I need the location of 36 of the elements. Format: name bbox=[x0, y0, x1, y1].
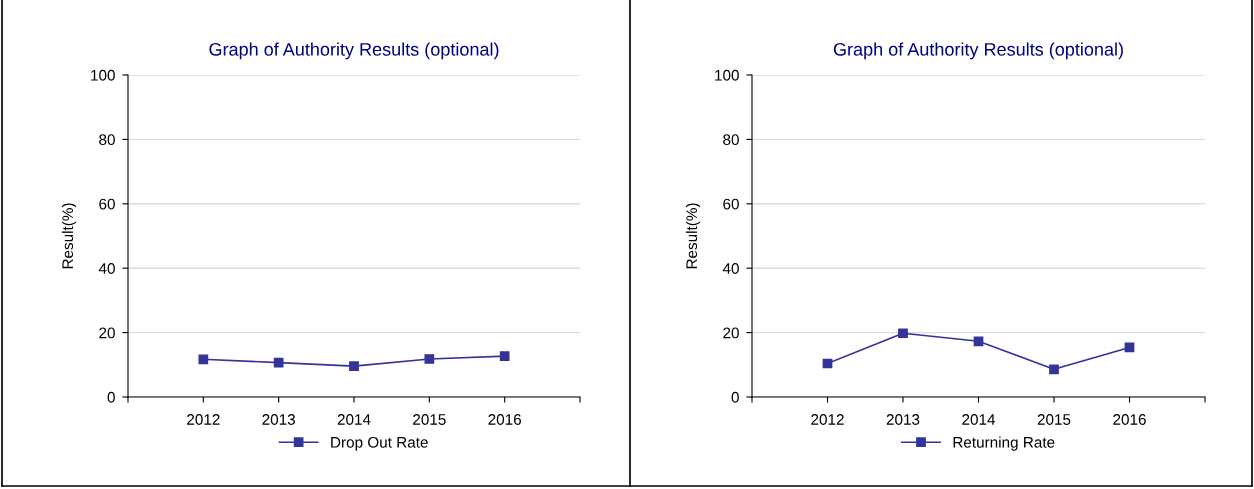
y-tick-label: 40 bbox=[98, 263, 115, 274]
x-tick-label: 2013 bbox=[886, 414, 920, 425]
x-tick-label: 2015 bbox=[413, 414, 446, 425]
x-tick-label: 2013 bbox=[262, 414, 295, 425]
x-tick-label: 2014 bbox=[337, 414, 371, 425]
point bbox=[273, 357, 284, 368]
point bbox=[898, 328, 908, 339]
legend-label: Returning Rate bbox=[953, 436, 1055, 451]
x-tick-label: 2015 bbox=[1037, 414, 1071, 425]
y-tick-label: 80 bbox=[723, 134, 739, 146]
y-tick-label: 20 bbox=[99, 327, 115, 339]
point bbox=[424, 354, 435, 364]
legend-label: Drop Out Rate bbox=[331, 436, 428, 451]
x-tick-label: 2012 bbox=[187, 414, 220, 425]
y-tick-label: 20 bbox=[723, 327, 739, 339]
y-tick-label: 100 bbox=[91, 69, 115, 81]
y-axis-title: Result(%) bbox=[61, 203, 77, 269]
chart-title: Graph of Authority Results (optional) bbox=[833, 42, 1123, 60]
y-tick-label: 40 bbox=[722, 263, 739, 274]
point bbox=[973, 336, 984, 347]
point bbox=[499, 351, 510, 361]
y-tick-label: 80 bbox=[99, 134, 115, 146]
y-tick-label: 0 bbox=[731, 391, 739, 403]
y-tick-label: 60 bbox=[723, 198, 739, 210]
y-tick-label: 60 bbox=[99, 198, 115, 210]
chart-title: Graph of Authority Results (optional) bbox=[209, 42, 499, 60]
y-axis-title: Result(%) bbox=[685, 203, 701, 269]
point bbox=[1049, 364, 1059, 375]
point bbox=[349, 361, 359, 371]
x-tick-label: 2016 bbox=[1113, 414, 1146, 425]
y-tick-label: 0 bbox=[107, 391, 115, 403]
x-tick-label: 2016 bbox=[488, 414, 521, 425]
y-tick-label: 100 bbox=[715, 69, 739, 81]
x-tick-label: 2012 bbox=[811, 414, 844, 425]
x-tick-label: 2014 bbox=[962, 414, 996, 425]
point bbox=[198, 354, 209, 365]
